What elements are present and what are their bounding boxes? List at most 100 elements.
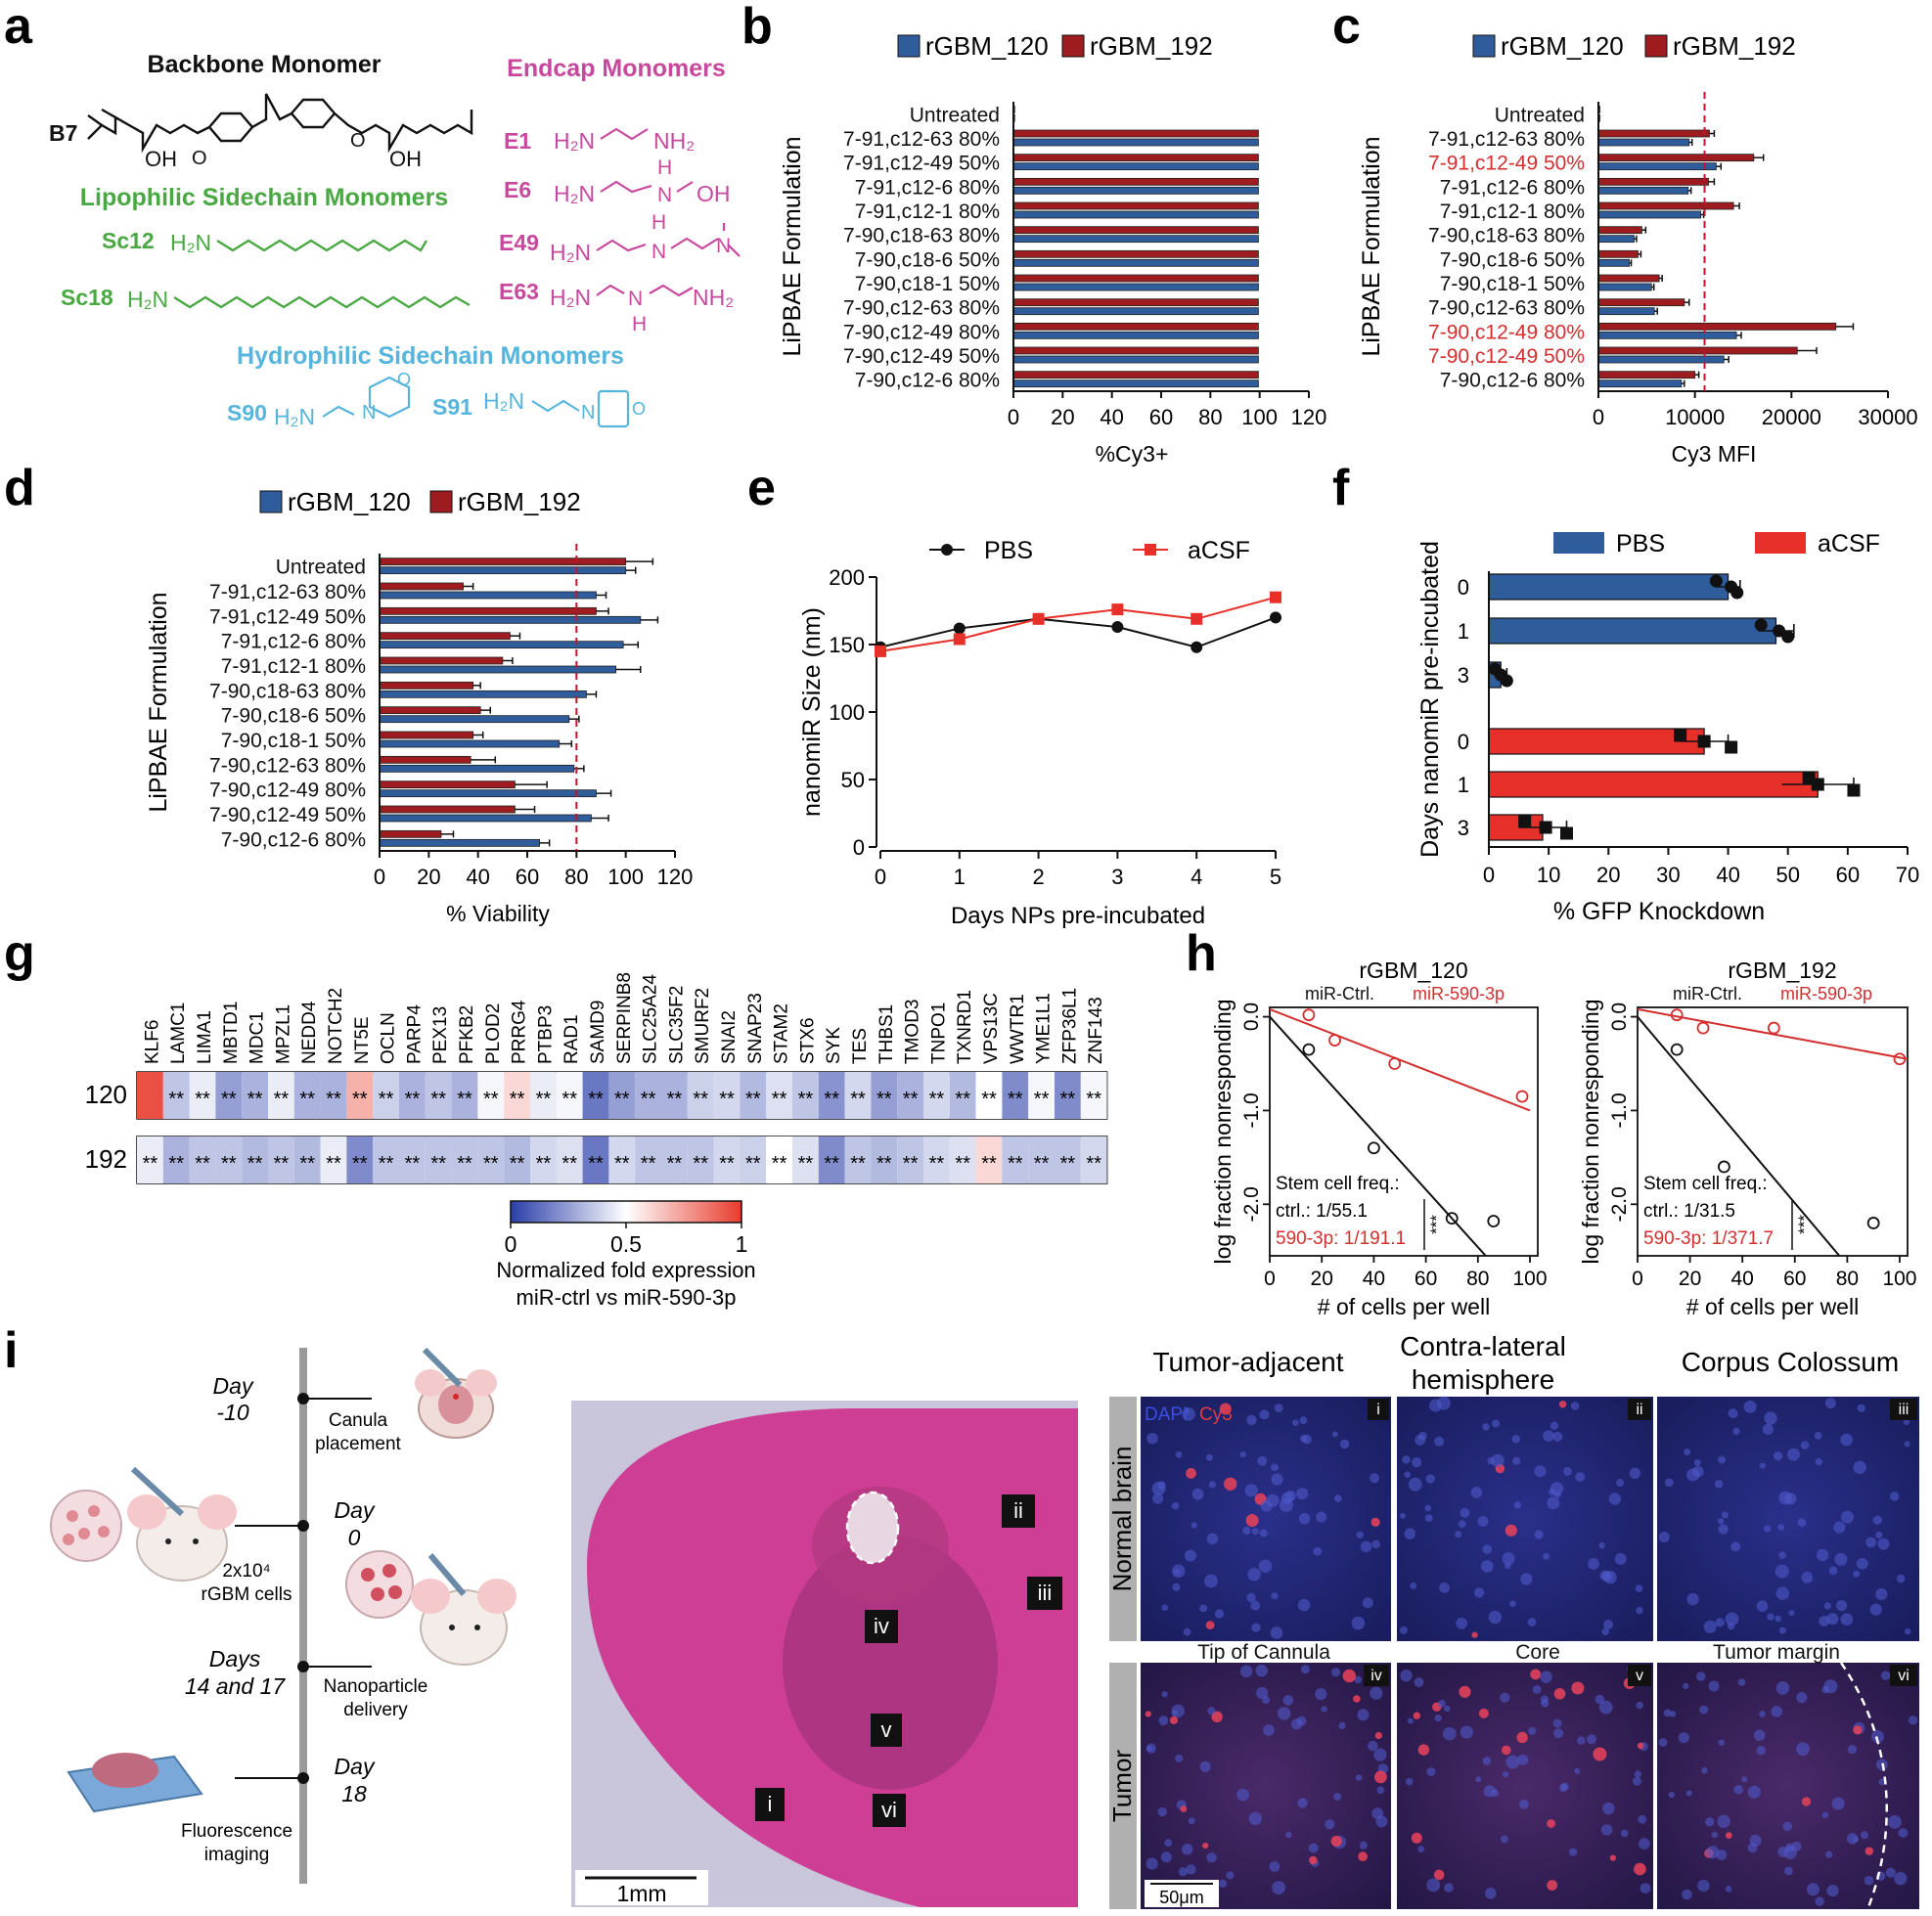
heatmap-cell — [189, 1072, 216, 1119]
significance-mark: ** — [745, 1153, 761, 1175]
cell-culture-dish-icon — [50, 1490, 122, 1562]
heatmap-cell — [451, 1072, 478, 1119]
significance-mark: ** — [405, 1153, 421, 1175]
bar-rGBM_120 — [1597, 235, 1635, 244]
category-label: 7-90,c18-63 80% — [209, 680, 366, 702]
x-tick-label: 10 — [1537, 863, 1560, 887]
significance-mark: ** — [143, 1153, 158, 1175]
gene-label: ZFP36L1 — [1059, 988, 1080, 1064]
bar-rGBM_192 — [379, 805, 516, 814]
dapi-nucleus — [1857, 1404, 1865, 1413]
legend-swatch-aCSF — [1755, 532, 1806, 554]
tile-tag-iv: iv — [1370, 1668, 1382, 1684]
dapi-nucleus — [1543, 1552, 1550, 1560]
bar-PBS — [1488, 617, 1777, 645]
dapi-nucleus — [1840, 1613, 1854, 1626]
dapi-nucleus — [1636, 1606, 1643, 1615]
lower-title-core: Core — [1515, 1641, 1560, 1664]
dapi-nucleus — [1722, 1511, 1729, 1519]
legend-marker-PBS — [941, 544, 953, 556]
heatmap-cell — [1055, 1136, 1081, 1183]
heatmap-cell — [582, 1072, 609, 1119]
significance-mark: ** — [588, 1089, 604, 1110]
dapi-nucleus — [1743, 1400, 1757, 1413]
significance-mark: ** — [955, 1153, 970, 1175]
dapi-nucleus — [1330, 1668, 1341, 1677]
data-point — [1302, 1008, 1316, 1022]
point-PBS — [1500, 674, 1513, 688]
heatmap-cell — [373, 1136, 399, 1183]
timeline-event-4b: imaging — [204, 1845, 270, 1865]
bar-rGBM_120 — [1012, 355, 1259, 364]
dapi-nucleus — [1816, 1548, 1829, 1562]
heatmap-cell — [477, 1136, 505, 1183]
heatmap-cell — [608, 1072, 636, 1119]
dapi-nucleus — [1296, 1488, 1309, 1500]
legend-swatch-rGBM_120 — [897, 34, 921, 58]
gene-label: LIMA1 — [195, 1010, 215, 1064]
category-label: 7-90,c18-63 80% — [843, 225, 1000, 247]
dapi-nucleus — [1737, 1678, 1746, 1686]
heatmap-cell — [582, 1136, 609, 1183]
bar-rGBM_192 — [379, 829, 442, 838]
dapi-nucleus — [1778, 1491, 1792, 1505]
legend-label-ctrl: miR-Ctrl. — [1305, 984, 1374, 1003]
dapi-nucleus — [1574, 1767, 1581, 1774]
dapi-nucleus — [1543, 1430, 1554, 1442]
dapi-nucleus — [1575, 1472, 1586, 1483]
dapi-nucleus — [1236, 1788, 1249, 1802]
significance-mark: ** — [772, 1153, 787, 1175]
significance-mark: ** — [876, 1153, 892, 1175]
dapi-nucleus — [1598, 1542, 1605, 1549]
data-point — [1866, 1217, 1880, 1229]
endcap-title: Endcap Monomers — [507, 55, 726, 82]
dapi-nucleus — [1491, 1789, 1500, 1797]
y-tick-label: 200 — [829, 565, 865, 590]
dapi-nucleus — [1279, 1498, 1293, 1512]
dapi-nucleus — [1658, 1532, 1670, 1542]
dapi-nucleus — [1608, 1493, 1622, 1505]
bar-aCSF — [1488, 728, 1705, 755]
timeline-tick-1 — [297, 1393, 372, 1404]
dapi-nucleus — [1823, 1602, 1831, 1610]
e49-n: N — [651, 241, 666, 263]
cy3-signal — [1245, 1514, 1259, 1527]
region-iv: iv — [874, 1614, 889, 1638]
x-tick-label: 100 — [1241, 405, 1278, 429]
bar-rGBM_192 — [1012, 322, 1259, 331]
y-axis-title: log fraction nonresponding — [1210, 999, 1236, 1264]
bar-rGBM_192 — [379, 557, 627, 566]
gene-label: RAD1 — [562, 1014, 582, 1064]
dapi-nucleus — [1718, 1524, 1729, 1535]
dapi-nucleus — [1426, 1878, 1441, 1893]
cy3-signal — [1547, 1819, 1555, 1828]
dapi-nucleus — [1164, 1839, 1173, 1848]
heatmap-cell — [530, 1072, 557, 1119]
category-label: Untreated — [910, 104, 1000, 126]
dapi-nucleus — [1477, 1516, 1489, 1527]
bar-rGBM_120 — [1597, 162, 1717, 171]
dapi-nucleus — [1191, 1522, 1197, 1529]
dapi-nucleus — [1359, 1841, 1368, 1849]
panel-letter-c: c — [1332, 0, 1361, 55]
gene-label: PTBP3 — [535, 1005, 556, 1064]
colorbar-caption-1: Normalized fold expression — [496, 1258, 755, 1282]
significance-mark: ** — [850, 1153, 866, 1175]
category-label: 0 — [1458, 730, 1469, 754]
heatmap-cell — [687, 1072, 714, 1119]
bar-rGBM_192 — [1012, 249, 1259, 258]
point-PBS — [1191, 641, 1203, 653]
dapi-nucleus — [1577, 1736, 1586, 1745]
sc12-amine: H₂N — [170, 230, 211, 255]
heatmap-cell — [1080, 1136, 1107, 1183]
panel-letter-g: g — [4, 925, 35, 982]
significance-mark: ** — [483, 1089, 499, 1110]
dapi-nucleus — [1426, 1767, 1436, 1777]
data-point — [1515, 1090, 1529, 1103]
gene-label: THBS1 — [876, 1004, 897, 1064]
significance-mark: ** — [1008, 1089, 1023, 1110]
dapi-nucleus — [1244, 1484, 1258, 1497]
cy3-signal — [1637, 1742, 1644, 1750]
